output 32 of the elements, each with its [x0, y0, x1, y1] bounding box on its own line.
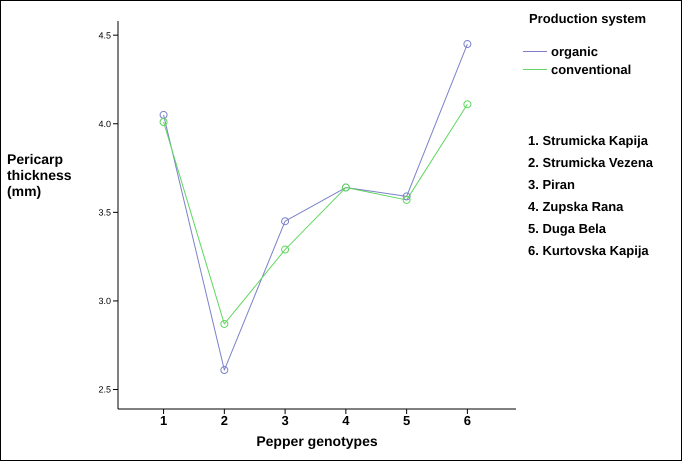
y-tick-label: 4.5 [98, 30, 111, 40]
legend-label: conventional [551, 62, 632, 76]
text: 5. Duga Bela [528, 221, 608, 238]
point [402, 192, 411, 200]
point [220, 320, 228, 328]
text: 1. Strumicka Kapija [528, 133, 649, 150]
legend-title: Production system [529, 11, 646, 26]
point [463, 40, 472, 48]
y-tick-label: 3.0 [98, 296, 111, 306]
text: 3. Piran [528, 177, 576, 194]
y-tick-label: 3.5 [98, 208, 111, 218]
point [402, 196, 411, 204]
y-axis-title: Pericarp thickness (mm) [7, 151, 73, 199]
legend-label: organic [551, 44, 598, 58]
text: 4. Zupska Rana [528, 199, 624, 216]
point [281, 217, 290, 226]
x-tick-label: 1 [160, 413, 168, 428]
point [160, 110, 168, 119]
point [160, 118, 168, 126]
x-tick-label: 4 [342, 413, 350, 428]
x-tick-label: 5 [403, 413, 410, 428]
text: 6. Kurtovska Kapija [528, 243, 650, 260]
x-axis-title: Pepper genotypes [255, 433, 379, 449]
point [463, 100, 472, 108]
point [281, 246, 290, 254]
y-tick-label: 4.0 [98, 118, 111, 129]
text: 2. Strumicka Vezena [528, 155, 654, 172]
x-tick-label: 2 [220, 413, 228, 428]
x-tick-label: 6 [464, 413, 472, 428]
y-tick-label: 2.5 [98, 384, 111, 395]
x-tick-label: 3 [281, 413, 289, 428]
point [220, 366, 228, 374]
